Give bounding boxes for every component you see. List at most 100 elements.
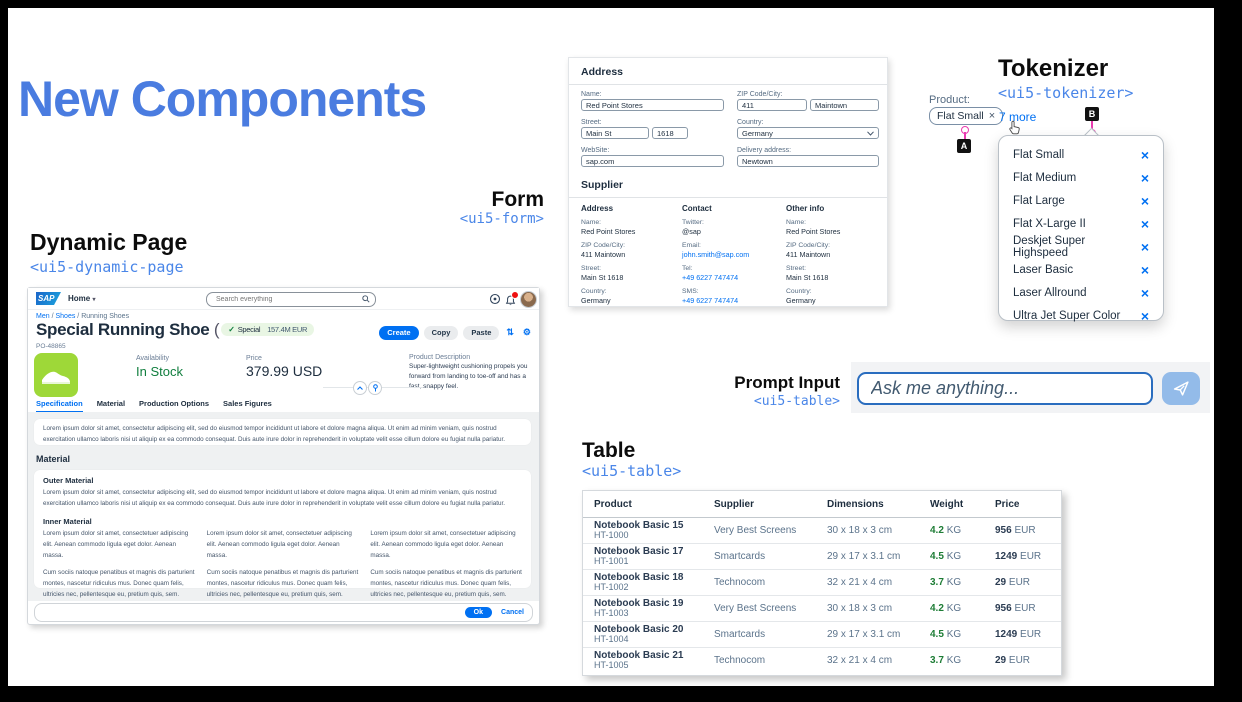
country-select[interactable]: Germany bbox=[737, 127, 879, 139]
popover-item[interactable]: Laser Allround × bbox=[1013, 281, 1149, 304]
paste-button[interactable]: Paste bbox=[463, 326, 500, 340]
copy-button[interactable]: Copy bbox=[423, 326, 459, 340]
field-label: Street: bbox=[786, 265, 807, 272]
marker-b: B bbox=[1085, 107, 1099, 121]
n-more-link[interactable]: 7 more bbox=[999, 110, 1037, 124]
sap-logo[interactable]: SAP bbox=[36, 292, 61, 305]
field-label: Country: bbox=[581, 288, 607, 295]
popover-item[interactable]: Deskjet Super Highspeed × bbox=[1013, 235, 1149, 259]
column-header-product[interactable]: Product bbox=[594, 498, 632, 510]
remove-token-icon[interactable]: × bbox=[1140, 169, 1149, 186]
shell-search[interactable] bbox=[206, 292, 376, 307]
column-header-supplier[interactable]: Supplier bbox=[714, 498, 755, 510]
street-field[interactable] bbox=[581, 127, 649, 139]
inner-material-p1: Lorem ipsum dolor sit amet, consectetuer… bbox=[43, 529, 189, 560]
name-field[interactable] bbox=[581, 99, 724, 111]
city-field[interactable] bbox=[810, 99, 879, 111]
address-section-title: Address bbox=[581, 66, 624, 78]
table-row[interactable]: Notebook Basic 18 HT-1002 Technocom 32 x … bbox=[583, 569, 1061, 596]
sms-link[interactable]: +49 6227 747474 bbox=[682, 296, 739, 305]
supplier-cell: Very Best Screens bbox=[714, 524, 797, 536]
tab-bar: Specification Material Production Option… bbox=[36, 399, 272, 413]
avatar[interactable] bbox=[520, 291, 537, 308]
chevron-down-icon bbox=[867, 131, 874, 136]
breadcrumb-link-men[interactable]: Men bbox=[36, 313, 50, 320]
remove-token-icon[interactable]: × bbox=[1140, 307, 1149, 324]
shell-bar: SAP Home ▾ bbox=[28, 288, 539, 310]
column-header-price[interactable]: Price bbox=[995, 498, 1020, 510]
breadcrumb-link-shoes[interactable]: Shoes bbox=[55, 313, 76, 320]
tel-link[interactable]: +49 6227 747474 bbox=[682, 273, 739, 282]
header-actions: Create Copy Paste ⇅ ⚙ bbox=[379, 326, 533, 340]
popover-item[interactable]: Flat Large × bbox=[1013, 189, 1149, 212]
slide: New Components Dynamic Page <ui5-dynamic… bbox=[8, 8, 1214, 686]
table-row[interactable]: Notebook Basic 19 HT-1003 Very Best Scree… bbox=[583, 595, 1061, 622]
inner-material-column: Lorem ipsum dolor sit amet, consectetuer… bbox=[207, 528, 359, 612]
delivery-field[interactable] bbox=[737, 155, 879, 167]
tab-specification[interactable]: Specification bbox=[36, 399, 83, 413]
tab-material[interactable]: Material bbox=[96, 399, 126, 408]
price-cell: 1249 EUR bbox=[984, 551, 1061, 562]
remove-token-icon[interactable]: × bbox=[1140, 192, 1149, 209]
zip-field[interactable] bbox=[737, 99, 807, 111]
popover-item[interactable]: Flat Small × bbox=[1013, 143, 1149, 166]
token-flat-small[interactable]: Flat Small × bbox=[929, 107, 1004, 125]
cancel-button[interactable]: Cancel bbox=[501, 609, 524, 616]
dimensions-cell: 30 x 18 x 3 cm bbox=[827, 524, 893, 536]
popover-item[interactable]: Flat X-Large II × bbox=[1013, 212, 1149, 235]
token-close-icon[interactable]: × bbox=[988, 110, 996, 122]
sort-icon[interactable]: ⇅ bbox=[506, 327, 514, 338]
annotation-stem-a bbox=[964, 132, 966, 139]
popover-item[interactable]: Flat Medium × bbox=[1013, 166, 1149, 189]
remove-token-icon[interactable]: × bbox=[1140, 261, 1149, 278]
dimensions-cell: 30 x 18 x 3 cm bbox=[827, 602, 893, 614]
website-field[interactable] bbox=[581, 155, 724, 167]
email-link[interactable]: john.smith@sap.com bbox=[682, 250, 750, 259]
assistant-icon[interactable] bbox=[489, 293, 501, 305]
ok-button[interactable]: Ok bbox=[464, 607, 492, 618]
settings-gear-icon[interactable]: ⚙ bbox=[522, 327, 531, 338]
supplier-section-title: Supplier bbox=[581, 179, 624, 191]
remove-token-icon[interactable]: × bbox=[1140, 238, 1149, 255]
field-value: @sap bbox=[682, 227, 701, 236]
price-value: 1249 bbox=[995, 550, 1018, 562]
remove-token-icon[interactable]: × bbox=[1140, 284, 1149, 301]
tokenizer-tag: <ui5-tokenizer> bbox=[998, 84, 1134, 102]
inner-material-p1: Lorem ipsum dolor sit amet, consectetuer… bbox=[370, 529, 516, 560]
remove-token-icon[interactable]: × bbox=[1140, 215, 1149, 232]
field-label: Country: bbox=[786, 288, 812, 295]
table-row[interactable]: Notebook Basic 21 HT-1005 Technocom 32 x … bbox=[583, 647, 1061, 673]
column-header-weight[interactable]: Weight bbox=[930, 498, 964, 510]
table-mockup: Product Supplier Dimensions Weight Price… bbox=[582, 490, 1062, 676]
remove-token-icon[interactable]: × bbox=[1140, 146, 1149, 163]
table-row[interactable]: Notebook Basic 20 HT-1004 Smartcards 29 x… bbox=[583, 621, 1061, 648]
search-input[interactable] bbox=[214, 293, 358, 306]
prompt-input-field[interactable] bbox=[857, 372, 1153, 405]
tab-sales-figures[interactable]: Sales Figures bbox=[223, 399, 272, 408]
table-heading: Table bbox=[582, 439, 636, 462]
street-number-field[interactable] bbox=[652, 127, 688, 139]
weight-cell: 4.2 KG bbox=[919, 603, 984, 614]
supplier-cell: Very Best Screens bbox=[714, 602, 797, 614]
popover-item[interactable]: Laser Basic × bbox=[1013, 258, 1149, 281]
tokenizer-heading: Tokenizer bbox=[998, 55, 1109, 82]
home-menu-button[interactable]: Home ▾ bbox=[68, 294, 95, 303]
table-row[interactable]: Notebook Basic 15 HT-1000 Very Best Scree… bbox=[583, 517, 1061, 544]
check-icon: ✓ bbox=[228, 325, 235, 334]
table-row[interactable]: Notebook Basic 17 HT-1001 Smartcards 29 x… bbox=[583, 543, 1061, 570]
popover-item[interactable]: Ultra Jet Super Color × bbox=[1013, 304, 1149, 327]
product-name: Notebook Basic 15 bbox=[594, 519, 684, 531]
pin-header-button[interactable] bbox=[368, 381, 382, 395]
search-icon[interactable] bbox=[362, 295, 370, 303]
notifications-button[interactable] bbox=[505, 291, 519, 306]
collapse-header-button[interactable] bbox=[353, 381, 367, 395]
column-header-dimensions[interactable]: Dimensions bbox=[827, 498, 884, 510]
tab-production-options[interactable]: Production Options bbox=[139, 399, 210, 408]
material-card: Outer Material Lorem ipsum dolor sit ame… bbox=[34, 470, 531, 610]
create-button[interactable]: Create bbox=[379, 326, 419, 340]
send-button[interactable] bbox=[1162, 372, 1200, 405]
price-unit: EUR bbox=[1014, 602, 1036, 614]
page-title: Special Running Shoe (✓ Special 157.4M EUR bbox=[36, 320, 315, 340]
field-label: ZIP Code/City: bbox=[581, 242, 626, 249]
caret-down-icon: ▾ bbox=[92, 297, 96, 303]
